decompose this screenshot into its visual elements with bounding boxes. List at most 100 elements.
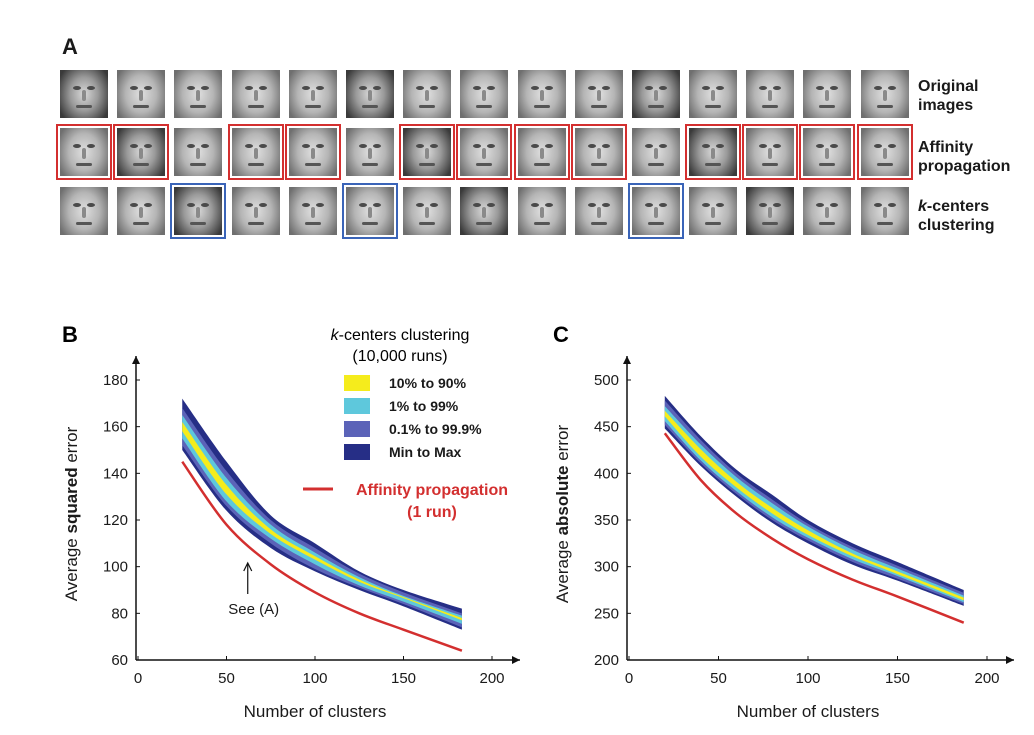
face-feature (816, 144, 825, 148)
y-axis-label: Average absolute error (553, 425, 572, 604)
face-feature (590, 105, 607, 108)
face-feature (358, 203, 367, 207)
face-image (227, 124, 284, 180)
face-feature (244, 144, 253, 148)
legend-ap-label: Affinity propagation (356, 482, 508, 499)
face-feature (358, 144, 367, 148)
face-feature (82, 90, 86, 101)
face-feature (425, 90, 430, 101)
face-image (113, 124, 170, 180)
face-feature (768, 148, 773, 159)
face-feature (825, 148, 830, 159)
face-feature (658, 144, 667, 148)
legend-title: k-centers clustering (331, 327, 470, 344)
x-tick-label: 100 (302, 670, 327, 687)
face-feature (647, 105, 664, 108)
face-feature (887, 86, 896, 90)
y-tick-label: 450 (594, 419, 619, 436)
face-feature (416, 86, 425, 90)
face-feature (819, 163, 836, 166)
face-feature (304, 105, 321, 108)
face-feature (73, 203, 81, 207)
face-image (341, 183, 398, 239)
face-feature (590, 222, 607, 225)
face-feature (430, 86, 439, 90)
legend-items: 10% to 90% 1% to 99% 0.1% to 99.9% Min to M… (344, 375, 482, 460)
legend-swatch (344, 375, 370, 391)
face-feature (819, 105, 836, 108)
face-image (56, 124, 112, 180)
row-label-affinity: Affinity propagation (918, 138, 1010, 176)
face-feature (590, 163, 607, 166)
face-image (631, 70, 680, 118)
face-feature (372, 86, 381, 90)
face-feature (487, 86, 496, 90)
face-feature (367, 148, 372, 159)
chart-c: 200 250 300 350 400 450 500 0 50 100 150 200 Number … (553, 356, 1014, 721)
y-axis-label-post: error (553, 425, 572, 466)
face-feature (647, 222, 664, 225)
face-feature (476, 163, 493, 166)
face-feature (482, 90, 487, 101)
face-feature (705, 163, 722, 166)
face-feature (304, 163, 321, 166)
face-feature (139, 148, 144, 159)
y-axis-arrow (132, 356, 140, 364)
face-feature (358, 86, 367, 90)
x-tick-label: 100 (795, 670, 820, 687)
face-image (284, 124, 341, 180)
face-feature (482, 148, 487, 159)
face-feature (830, 203, 839, 207)
face-feature (653, 207, 658, 218)
panel-a-letter: A (62, 34, 78, 59)
face-feature (644, 144, 653, 148)
face-feature (201, 144, 210, 148)
y-axis-label-pre: Average (62, 534, 81, 602)
legend-swatch (344, 421, 370, 437)
face-feature (825, 90, 830, 101)
face-feature (310, 90, 315, 101)
face-feature (759, 203, 768, 207)
face-image (860, 70, 909, 118)
face-feature (76, 163, 92, 166)
face-feature (482, 207, 487, 218)
face-feature (247, 105, 264, 108)
face-image (231, 70, 280, 118)
face-feature (773, 144, 782, 148)
face-feature (705, 105, 722, 108)
face-feature (759, 86, 768, 90)
y-tick-label: 100 (103, 559, 128, 576)
face-feature (196, 148, 201, 159)
face-feature (247, 222, 264, 225)
face-feature (601, 144, 610, 148)
face-feature (876, 163, 893, 166)
face-image (174, 128, 223, 176)
legend-label: 0.1% to 99.9% (389, 421, 482, 437)
face-feature (587, 144, 596, 148)
y-tick-label: 120 (103, 512, 128, 529)
face-feature (539, 207, 544, 218)
face-feature (816, 203, 825, 207)
face-feature (544, 203, 553, 207)
face-feature (887, 144, 896, 148)
y-tick-label: 140 (103, 465, 128, 482)
face-feature (76, 105, 92, 108)
face-feature (759, 144, 768, 148)
face-feature (476, 222, 493, 225)
face-feature (539, 148, 544, 159)
x-tick-label: 50 (710, 670, 727, 687)
face-feature (882, 90, 887, 101)
face-feature (301, 203, 310, 207)
face-feature (419, 163, 436, 166)
face-image (460, 187, 509, 235)
y-axis-label-post: error (62, 426, 81, 467)
face-feature (73, 144, 81, 148)
x-tick-label: 50 (218, 670, 235, 687)
face-feature (430, 203, 439, 207)
face-feature (702, 203, 711, 207)
face-feature (596, 148, 601, 159)
face-feature (258, 203, 267, 207)
face-feature (416, 203, 425, 207)
face-image (746, 70, 795, 118)
face-feature (596, 90, 601, 101)
